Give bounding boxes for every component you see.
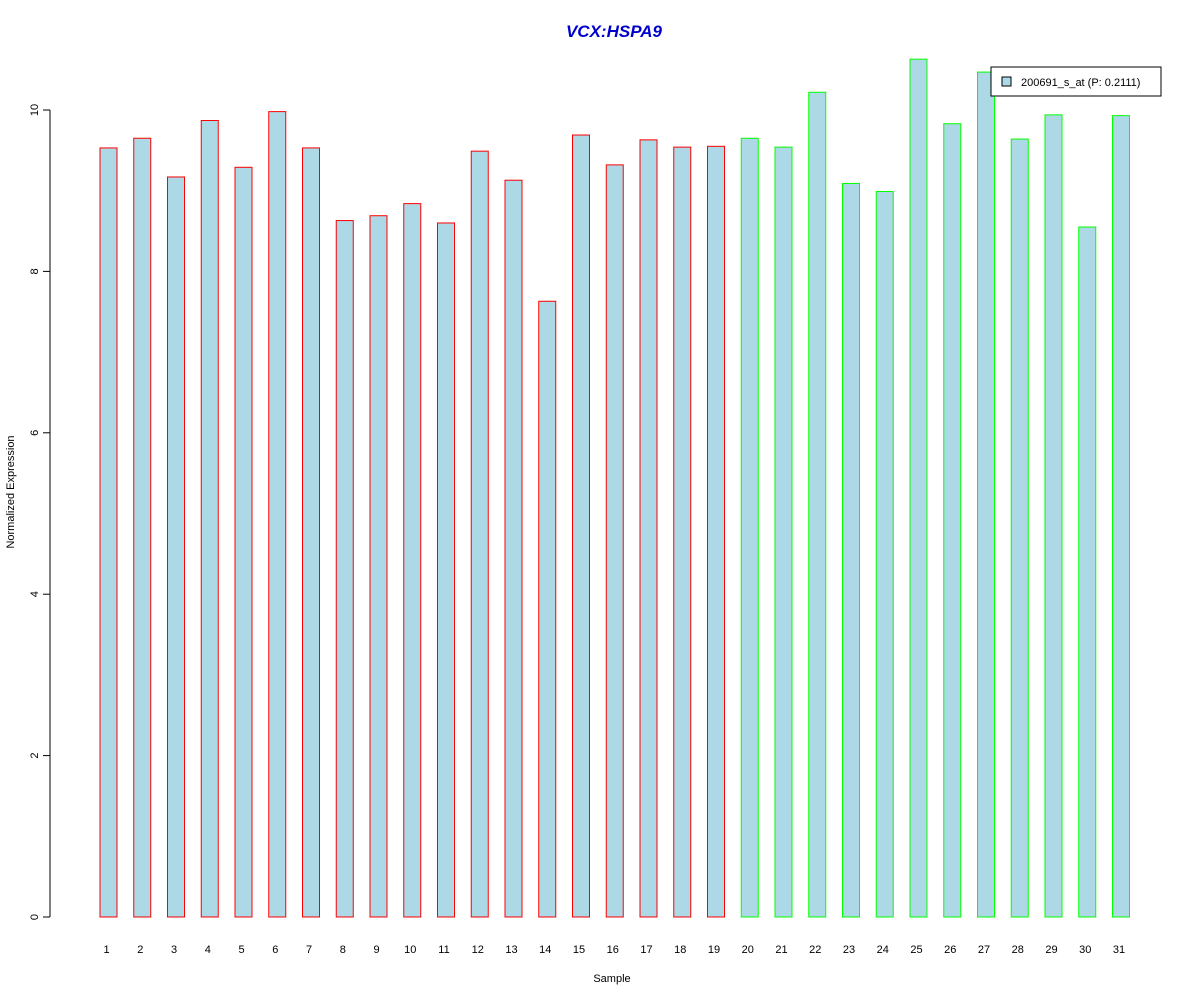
y-ticks: 0 2 4 6 8 10 <box>29 104 50 920</box>
bar-sample-27 <box>977 71 995 918</box>
x-tick-label: 7 <box>306 944 312 956</box>
x-tick-label: 6 <box>272 944 278 956</box>
bar-sample-23 <box>842 182 860 918</box>
y-tick-label: 2 <box>29 753 41 759</box>
bar-sample-17 <box>639 139 658 918</box>
x-tick-label: 5 <box>238 944 244 956</box>
y-tick-label: 0 <box>29 914 41 920</box>
legend-label: 200691_s_at (P: 0.2111) <box>1021 77 1140 89</box>
x-tick-label: 24 <box>877 944 889 956</box>
bar-sample-5 <box>234 166 253 918</box>
x-tick-label: 19 <box>708 944 720 956</box>
x-tick-label: 28 <box>1012 944 1024 956</box>
bar-sample-9 <box>369 215 388 918</box>
legend: 200691_s_at (P: 0.2111) <box>990 66 1162 97</box>
x-tick-label: 3 <box>171 944 177 956</box>
legend-box <box>990 66 1162 97</box>
bar-sample-1 <box>99 147 118 918</box>
bar-sample-18 <box>673 146 692 918</box>
x-tick-label: 9 <box>373 944 379 956</box>
bar-sample-14 <box>538 300 557 918</box>
bar-sample-8 <box>335 220 354 918</box>
bar-sample-10 <box>403 203 422 918</box>
x-tick-label: 10 <box>404 944 416 956</box>
x-tick-label: 23 <box>843 944 855 956</box>
x-tick-label: 27 <box>978 944 990 956</box>
x-tick-label: 2 <box>137 944 143 956</box>
y-tick-label: 8 <box>29 268 41 274</box>
bar-sample-15 <box>572 134 590 918</box>
bar-sample-2 <box>133 137 152 918</box>
x-tick-label: 14 <box>539 944 551 956</box>
bar-sample-19 <box>707 145 725 918</box>
bar-sample-28 <box>1010 138 1029 918</box>
x-axis-label: Sample <box>593 973 630 985</box>
bar-sample-6 <box>268 111 287 918</box>
x-tick-label: 31 <box>1113 944 1125 956</box>
y-axis-label: Normalized Expression <box>5 435 17 548</box>
bar-sample-24 <box>875 191 894 918</box>
bar-sample-30 <box>1078 226 1097 918</box>
bar-sample-21 <box>774 146 793 918</box>
x-tick-label: 12 <box>472 944 484 956</box>
bar-sample-25 <box>909 58 928 918</box>
bar-sample-31 <box>1112 115 1130 918</box>
bar-sample-7 <box>302 147 320 918</box>
bar-sample-26 <box>943 123 962 918</box>
x-tick-labels: 1 2 3 4 5 6 7 8 9 10 11 12 13 14 15 16 17 18 19 20 21 22 23 24 2… <box>103 944 1125 956</box>
y-tick-label: 10 <box>29 104 41 116</box>
x-tick-label: 15 <box>573 944 585 956</box>
legend-swatch <box>1001 76 1012 87</box>
x-tick-label: 13 <box>505 944 517 956</box>
x-tick-label: 4 <box>205 944 211 956</box>
bar-sample-16 <box>605 164 624 918</box>
bar-sample-11 <box>437 222 455 918</box>
bar-sample-20 <box>740 137 759 918</box>
x-tick-label: 1 <box>103 944 109 956</box>
x-tick-label: 11 <box>438 944 449 956</box>
x-tick-label: 20 <box>742 944 754 956</box>
x-tick-label: 29 <box>1045 944 1057 956</box>
bar-sample-13 <box>504 179 523 918</box>
bar-sample-22 <box>808 91 827 918</box>
x-tick-label: 26 <box>944 944 956 956</box>
bar-sample-4 <box>200 119 219 918</box>
bar-sample-3 <box>167 176 185 918</box>
bar-sample-12 <box>470 150 489 918</box>
x-tick-label: 25 <box>910 944 922 956</box>
y-tick-label: 6 <box>29 430 41 436</box>
x-tick-label: 21 <box>775 944 787 956</box>
x-tick-label: 18 <box>674 944 686 956</box>
x-tick-label: 16 <box>607 944 619 956</box>
y-tick-label: 4 <box>29 591 41 597</box>
bar-sample-29 <box>1044 114 1063 918</box>
x-tick-label: 30 <box>1079 944 1091 956</box>
x-tick-label: 17 <box>640 944 652 956</box>
chart-title: VCX:HSPA9 <box>566 22 663 41</box>
y-axis: 0 2 4 6 8 10 <box>29 104 51 920</box>
x-tick-label: 22 <box>809 944 821 956</box>
bars-group <box>99 58 1130 918</box>
x-tick-label: 8 <box>340 944 346 956</box>
